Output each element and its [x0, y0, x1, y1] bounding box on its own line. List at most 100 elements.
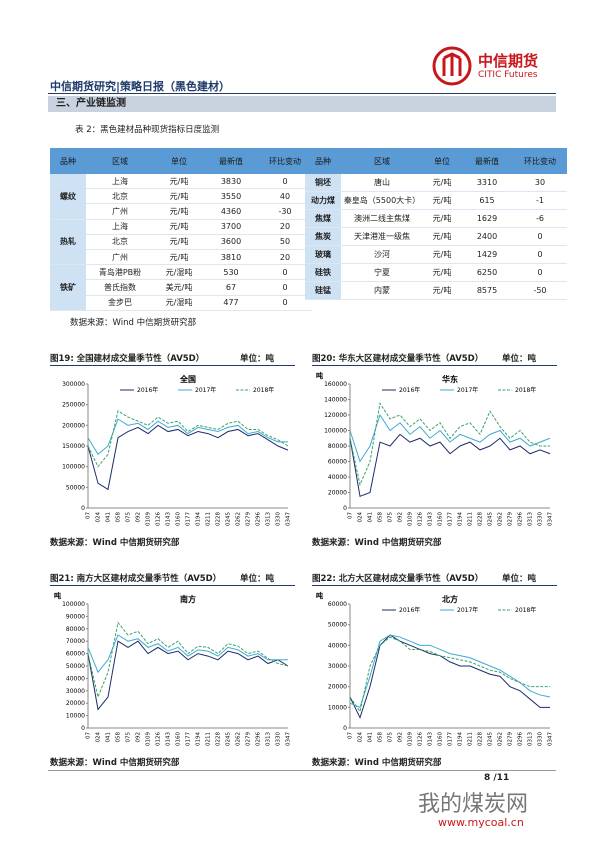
x-tick-label: 092 [136, 732, 142, 743]
x-tick-label: 092 [136, 512, 142, 523]
cell: 元/湿吨 [154, 295, 204, 311]
cell: 美元/吨 [154, 279, 204, 296]
y-tick-label: 250000 [62, 402, 85, 409]
cell: 0 [513, 227, 567, 246]
row: 玻璃 沙河 元/吨 1429 0 [305, 245, 567, 264]
cell: 477 [204, 295, 258, 311]
x-tick-label: 0296 [518, 732, 524, 746]
category-cell: 螺纹 [50, 174, 86, 220]
figure-source: 数据来源：Wind 中信期货研究部 [50, 538, 180, 548]
cell: 0 [258, 279, 312, 296]
unit-label: 吨 [316, 591, 323, 600]
x-tick-label: 0245 [488, 512, 494, 526]
cell: 1629 [461, 209, 513, 228]
rule [48, 770, 556, 771]
row: 螺纹 上海 元/吨 3830 0 [50, 174, 312, 220]
cell: 元/吨 [423, 281, 461, 300]
row: 铜坯 唐山 元/吨 3310 30 [305, 174, 567, 192]
y-tick-label: 80000 [66, 626, 85, 633]
cell: 615 [461, 191, 513, 210]
x-tick-label: 07 [348, 732, 354, 739]
cell: 1429 [461, 245, 513, 264]
x-tick-label: 0245 [488, 732, 494, 746]
y-tick-label: 50000 [66, 663, 85, 670]
x-tick-label: 058 [378, 512, 384, 523]
figure-unit: 单位：吨 [240, 354, 275, 364]
x-tick-label: 0109 [146, 512, 152, 526]
x-tick-label: 0313 [266, 512, 272, 526]
legend-label: 2017年 [457, 606, 478, 614]
x-tick-label: 0330 [538, 512, 544, 526]
y-tick-label: 70000 [66, 638, 85, 645]
column-header: 品种 [305, 148, 341, 174]
figure-rule [50, 365, 295, 366]
y-tick-label: 300000 [62, 381, 85, 388]
x-tick-label: 0347 [286, 732, 292, 746]
y-tick-label: 50000 [66, 484, 85, 491]
x-tick-label: 0313 [266, 732, 272, 746]
watermark: 我的煤炭网 [418, 792, 529, 817]
row: 北京 元/吨 3600 50 [50, 234, 312, 250]
x-tick-label: 0330 [276, 732, 282, 746]
cell: 2400 [461, 227, 513, 246]
cell: 元/吨 [154, 188, 204, 205]
y-tick-label: 120000 [324, 412, 347, 419]
cell: 元/吨 [154, 219, 204, 235]
x-tick-label: 0194 [196, 732, 202, 746]
x-tick-label: 0160 [438, 732, 444, 746]
column-header: 单位 [423, 148, 461, 174]
x-tick-label: 0143 [428, 512, 434, 526]
y-tick-label: 0 [81, 505, 85, 512]
legend-label: 2018年 [515, 606, 536, 614]
x-tick-label: 075 [126, 512, 132, 523]
x-tick-label: 075 [388, 732, 394, 743]
y-tick-label: 40000 [328, 642, 347, 649]
figure-source: 数据来源：Wind 中信期货研究部 [50, 758, 180, 768]
cell: 普氏指数 [86, 279, 154, 296]
header-row: 品种 区域 单位 最新值 环比变动 [305, 148, 567, 174]
cell: 6250 [461, 263, 513, 282]
cell: 0 [513, 245, 567, 264]
series-line [87, 410, 289, 468]
y-tick-label: 150000 [62, 443, 85, 450]
y-tick-label: 40000 [328, 474, 347, 481]
chart-title: 南方 [180, 594, 196, 604]
x-tick-label: 0347 [548, 732, 554, 746]
x-tick-label: 041 [106, 512, 112, 523]
chart: 0 20000 40000 60000 80000 100000 120000 140000 1… [316, 371, 554, 526]
page-number: 8 /11 [484, 773, 510, 783]
x-tick-label: 0160 [176, 512, 182, 526]
x-tick-label: 0228 [216, 732, 222, 746]
row: 硅锰 内蒙 元/吨 8575 -50 [305, 281, 567, 300]
x-tick-label: 0211 [468, 512, 474, 526]
column-header: 环比变动 [258, 148, 312, 174]
y-tick-label: 160000 [324, 381, 347, 388]
brand: 中信期货 [478, 52, 539, 70]
y-tick-label: 60000 [66, 651, 85, 658]
y-tick-label: 80000 [328, 443, 347, 450]
y-tick-label: 20000 [66, 700, 85, 707]
x-tick-label: 0160 [438, 512, 444, 526]
x-tick-label: 041 [368, 732, 374, 743]
cell: 元/吨 [154, 234, 204, 250]
x-tick-label: 0194 [196, 512, 202, 526]
series-line [349, 634, 550, 720]
figure-unit: 单位：吨 [240, 574, 275, 584]
series-line [87, 424, 289, 491]
table-source: 数据来源：Wind 中信期货研究部 [70, 318, 197, 328]
row: 热轧 上海 元/吨 3700 20 [50, 219, 312, 266]
x-tick-label: 0296 [256, 732, 262, 746]
category-cell: 硅锰 [305, 281, 341, 300]
x-tick-label: 058 [378, 732, 384, 743]
x-tick-label: 0262 [236, 512, 242, 526]
legend-label: 2016年 [399, 606, 420, 614]
x-tick-label: 0160 [176, 732, 182, 746]
y-tick-label: 100000 [324, 428, 347, 435]
cell: 上海 [86, 219, 154, 235]
row: 焦炭 天津港准一级焦 元/吨 2400 0 [305, 227, 567, 246]
legend-label: 2017年 [195, 386, 216, 394]
x-tick-label: 0313 [528, 512, 534, 526]
cell: -6 [513, 209, 567, 228]
figure-caption: 图21: 南方大区建材成交量季节性（AV5D） [50, 574, 222, 584]
row: 广州 元/吨 4360 -30 [50, 203, 312, 220]
